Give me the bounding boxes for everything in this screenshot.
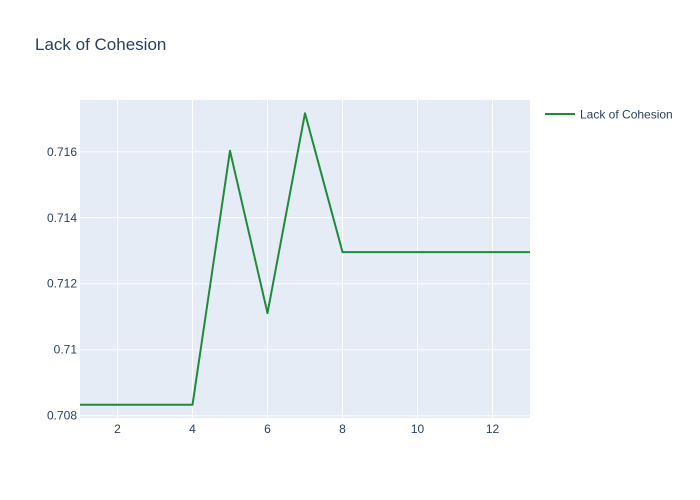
chart-title: Lack of Cohesion xyxy=(35,35,166,54)
y-gridlines xyxy=(80,151,530,417)
y-tick-label: 0.71 xyxy=(54,343,78,357)
x-tick-label: 6 xyxy=(264,422,271,436)
legend-label: Lack of Cohesion xyxy=(580,108,673,122)
plot-area xyxy=(80,100,530,418)
x-tick-label: 12 xyxy=(486,422,500,436)
series-layer xyxy=(80,112,530,406)
x-tick-label: 2 xyxy=(114,422,121,436)
y-axis-ticks: 0.708 0.71 0.712 0.714 0.716 xyxy=(47,145,77,423)
series-line xyxy=(80,112,530,406)
y-tick-label: 0.714 xyxy=(47,211,77,225)
x-tick-label: 10 xyxy=(411,422,425,436)
y-tick-label: 0.708 xyxy=(47,409,77,423)
x-tick-label: 4 xyxy=(189,422,196,436)
y-tick-label: 0.716 xyxy=(47,145,77,159)
legend[interactable]: Lack of Cohesion xyxy=(545,108,673,122)
x-axis-ticks: 2 4 6 8 10 12 xyxy=(114,422,499,436)
y-tick-label: 0.712 xyxy=(47,277,77,291)
x-tick-label: 8 xyxy=(339,422,346,436)
x-gridlines xyxy=(117,100,493,418)
